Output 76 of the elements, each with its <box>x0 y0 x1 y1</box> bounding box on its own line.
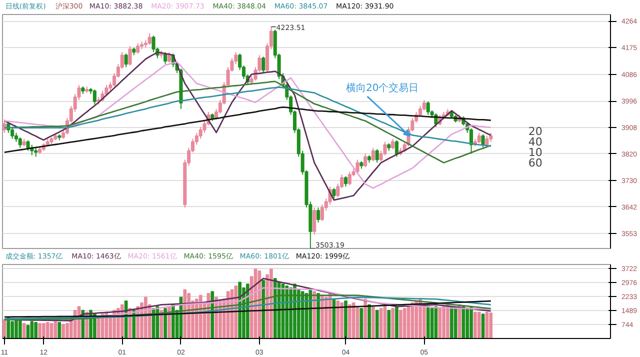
bar <box>324 296 328 338</box>
bar <box>46 322 50 338</box>
candlestick <box>136 42 140 54</box>
bar <box>398 310 402 338</box>
candlestick <box>391 138 395 150</box>
bar <box>466 308 470 338</box>
bar <box>164 308 167 338</box>
candlestick <box>26 140 30 152</box>
bar <box>348 304 352 338</box>
bar <box>14 319 18 338</box>
bar <box>372 306 375 338</box>
candlestick <box>348 171 352 186</box>
bar <box>470 307 473 338</box>
candlestick <box>469 128 474 154</box>
candlestick <box>316 207 320 223</box>
bar <box>183 289 187 338</box>
text: 10 <box>528 146 542 160</box>
bar <box>477 312 481 338</box>
bar <box>312 291 316 338</box>
bar <box>426 306 430 338</box>
bar <box>395 306 398 338</box>
bar <box>450 306 454 338</box>
bar <box>308 289 312 338</box>
bar <box>462 306 466 338</box>
candlestick <box>128 46 132 66</box>
text: 20 <box>528 125 542 138</box>
candlestick <box>356 159 360 174</box>
bar <box>375 310 379 338</box>
bar <box>360 308 364 338</box>
candlestick <box>148 32 152 46</box>
bar <box>336 300 340 338</box>
bar <box>58 322 62 338</box>
bar <box>22 322 26 338</box>
bar <box>410 302 414 338</box>
bar <box>446 304 450 338</box>
candlestick <box>2 118 6 134</box>
candlestick <box>375 148 379 164</box>
bar <box>42 322 46 338</box>
candlestick <box>18 136 22 148</box>
candlestick <box>477 132 481 144</box>
candlestick <box>92 89 96 105</box>
text: 40 <box>528 136 542 149</box>
bar <box>18 320 22 338</box>
bar <box>414 300 418 338</box>
bar <box>387 310 391 338</box>
candlestick <box>312 207 316 235</box>
bar <box>391 308 394 338</box>
candlestick <box>394 140 398 158</box>
candlestick <box>481 134 485 148</box>
bar <box>62 324 65 338</box>
bar <box>10 321 14 338</box>
candlestick <box>167 52 171 64</box>
candlestick <box>371 147 375 162</box>
bar <box>344 300 348 338</box>
bar <box>473 312 477 338</box>
bar <box>438 308 442 338</box>
candlestick <box>332 188 336 200</box>
bar <box>270 268 273 338</box>
bar <box>30 321 34 338</box>
annotation: 横向20个交易日 <box>346 82 419 94</box>
line-series <box>4 300 492 318</box>
candlestick <box>426 100 430 116</box>
candlestick <box>10 128 14 140</box>
bar <box>34 322 38 338</box>
candlestick <box>344 176 348 188</box>
bar <box>66 322 69 338</box>
bar <box>160 310 164 338</box>
bar <box>442 306 446 338</box>
bar <box>368 304 371 338</box>
text: 60 <box>528 156 542 170</box>
candlestick <box>364 153 368 168</box>
bar <box>489 312 493 338</box>
bar <box>38 322 42 338</box>
bar <box>340 302 344 338</box>
candlestick <box>124 53 128 68</box>
candlestick <box>262 56 266 74</box>
